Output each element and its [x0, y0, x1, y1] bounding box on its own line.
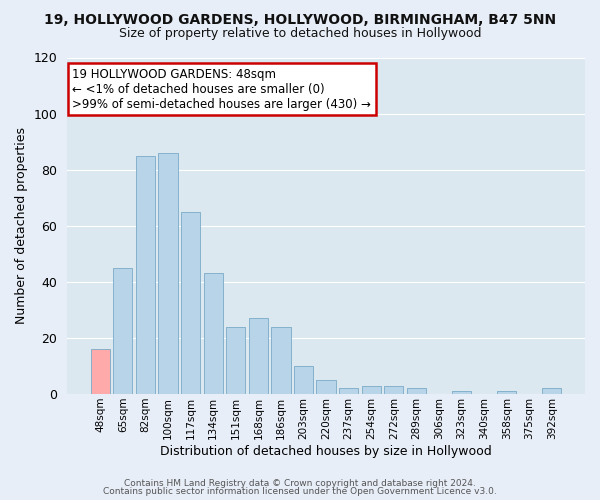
Bar: [249, 318, 268, 394]
Bar: [407, 388, 426, 394]
Bar: [91, 349, 110, 394]
Bar: [339, 388, 358, 394]
Bar: [136, 156, 155, 394]
Bar: [271, 326, 290, 394]
Y-axis label: Number of detached properties: Number of detached properties: [15, 128, 28, 324]
Bar: [294, 366, 313, 394]
Bar: [158, 153, 178, 394]
Bar: [452, 391, 471, 394]
Bar: [226, 326, 245, 394]
Text: 19 HOLLYWOOD GARDENS: 48sqm
← <1% of detached houses are smaller (0)
>99% of sem: 19 HOLLYWOOD GARDENS: 48sqm ← <1% of det…: [73, 68, 371, 110]
Bar: [362, 386, 381, 394]
Text: Contains public sector information licensed under the Open Government Licence v3: Contains public sector information licen…: [103, 487, 497, 496]
Bar: [384, 386, 403, 394]
Bar: [181, 212, 200, 394]
X-axis label: Distribution of detached houses by size in Hollywood: Distribution of detached houses by size …: [160, 444, 492, 458]
Text: 19, HOLLYWOOD GARDENS, HOLLYWOOD, BIRMINGHAM, B47 5NN: 19, HOLLYWOOD GARDENS, HOLLYWOOD, BIRMIN…: [44, 12, 556, 26]
Bar: [316, 380, 335, 394]
Text: Size of property relative to detached houses in Hollywood: Size of property relative to detached ho…: [119, 28, 481, 40]
Bar: [542, 388, 562, 394]
Bar: [497, 391, 517, 394]
Bar: [113, 268, 133, 394]
Text: Contains HM Land Registry data © Crown copyright and database right 2024.: Contains HM Land Registry data © Crown c…: [124, 478, 476, 488]
Bar: [203, 274, 223, 394]
